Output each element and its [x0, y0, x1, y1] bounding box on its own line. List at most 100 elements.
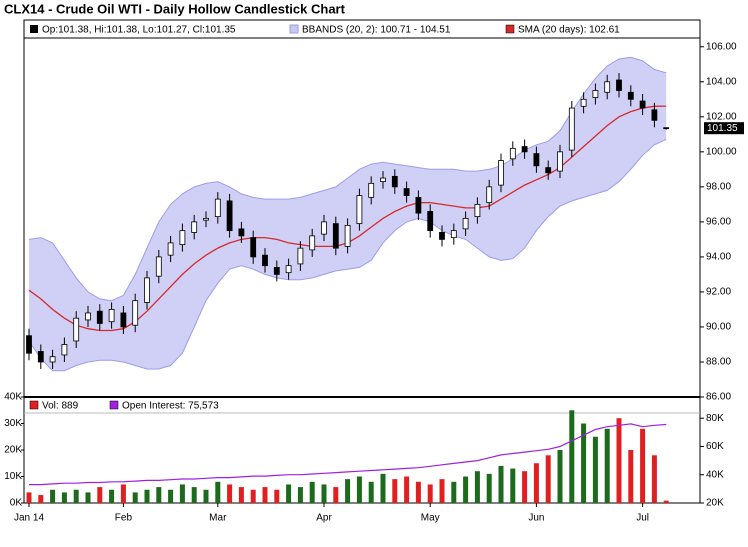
candle-body — [509, 147, 516, 160]
volume-bar — [463, 476, 469, 503]
volume-bar — [404, 476, 410, 503]
volume-bar — [368, 481, 374, 503]
x-tick-label: Feb — [115, 513, 133, 524]
x-tick-label: Jul — [636, 513, 649, 524]
candle-body — [108, 309, 115, 323]
legend-swatch — [289, 24, 299, 34]
candle-body — [663, 127, 670, 130]
candle-body — [332, 223, 339, 249]
candle-body — [486, 186, 493, 204]
candle-body — [155, 256, 162, 277]
volume-bar — [663, 500, 669, 503]
legend-swatch — [29, 400, 39, 410]
candle-body — [191, 221, 198, 233]
volume-bar — [498, 465, 504, 503]
legend-swatch — [109, 400, 119, 410]
candle-body — [61, 344, 68, 356]
volume-bar — [191, 487, 197, 503]
candle-body — [179, 230, 186, 246]
candle-body — [356, 195, 363, 225]
y-tick-label: 100.00 — [706, 146, 737, 157]
candle-body — [309, 235, 316, 251]
volume-bar — [50, 489, 56, 503]
legend-label: SMA (20 days): 102.61 — [518, 25, 620, 36]
volume-bar — [97, 487, 103, 503]
y2-tick-label: 80K — [706, 413, 724, 424]
volume-bar — [144, 489, 150, 503]
candle-body — [49, 356, 56, 363]
x-tick-label: Apr — [316, 513, 332, 524]
volume-bar — [132, 492, 138, 503]
candle-body — [73, 317, 80, 342]
volume-bar — [179, 484, 185, 503]
bollinger-upper — [28, 56, 667, 302]
candle-body — [627, 91, 634, 100]
volume-bar — [297, 487, 303, 503]
y-tick-label: 20K — [4, 445, 22, 456]
y-tick-label: 30K — [4, 418, 22, 429]
candle-body — [85, 312, 91, 321]
volume-bar — [345, 479, 351, 503]
x-tick-label: Jun — [528, 513, 544, 524]
volume-bar — [227, 484, 233, 503]
candle-body — [427, 210, 434, 232]
candle-body — [344, 224, 351, 247]
volume-bar — [215, 481, 221, 503]
volume-bar — [592, 436, 598, 503]
volume-bar — [557, 450, 563, 503]
candle-body — [120, 312, 127, 328]
volume-bar — [333, 487, 339, 503]
y-tick-label: 102.00 — [706, 111, 737, 122]
candle-body — [450, 230, 457, 239]
volume-bar — [569, 410, 575, 503]
volume-bar — [545, 455, 551, 503]
volume-bar — [286, 484, 292, 503]
volume-bar — [427, 484, 433, 503]
x-tick-label: May — [421, 513, 440, 524]
chart-title: CLX14 - Crude Oil WTI - Daily Hollow Can… — [4, 1, 346, 16]
candle-body — [144, 277, 150, 303]
candle-body — [391, 175, 398, 188]
bollinger-lower — [28, 138, 667, 372]
volume-bar — [262, 487, 268, 503]
candle-body — [96, 310, 103, 324]
volume-bar — [581, 423, 587, 503]
volume-bar — [380, 473, 386, 503]
open-interest-line — [29, 423, 667, 486]
candle-body — [580, 98, 587, 107]
candle-body — [651, 109, 658, 121]
volume-bar — [309, 481, 315, 503]
candle-body — [474, 203, 481, 218]
x-tick-label: Jan 14 — [14, 513, 44, 524]
candle-body — [521, 146, 528, 153]
y-tick-label: 40K — [4, 392, 22, 403]
y-tick-label: 104.00 — [706, 76, 737, 87]
volume-bar — [120, 484, 126, 503]
legend-label: Op:101.38, Hi:101.38, Lo:101.27, Cl:101.… — [42, 25, 236, 36]
candle-body — [557, 151, 563, 172]
volume-bar — [439, 479, 445, 503]
last-price-label: 101.35 — [707, 123, 738, 134]
candle-body — [368, 182, 375, 198]
y-tick-label: 86.00 — [706, 392, 731, 403]
volume-bar — [451, 481, 457, 503]
volume-bar — [356, 476, 362, 503]
volume-bar — [203, 489, 209, 503]
candle-body — [439, 231, 445, 240]
volume-bar — [61, 492, 67, 503]
volume-bar — [26, 492, 32, 503]
volume-bar — [640, 428, 646, 503]
candle-body — [250, 237, 257, 258]
candle-body — [415, 196, 422, 214]
volume-bar — [156, 487, 162, 503]
candle-body — [226, 200, 233, 232]
volume-bar — [474, 471, 480, 503]
y-tick-label: 92.00 — [706, 287, 731, 298]
volume-bar — [486, 473, 492, 503]
candle-body — [37, 351, 44, 363]
volume-bar — [522, 471, 528, 503]
y2-tick-label: 40K — [706, 469, 724, 480]
volume-bar — [651, 455, 657, 503]
candle-body — [26, 335, 32, 354]
